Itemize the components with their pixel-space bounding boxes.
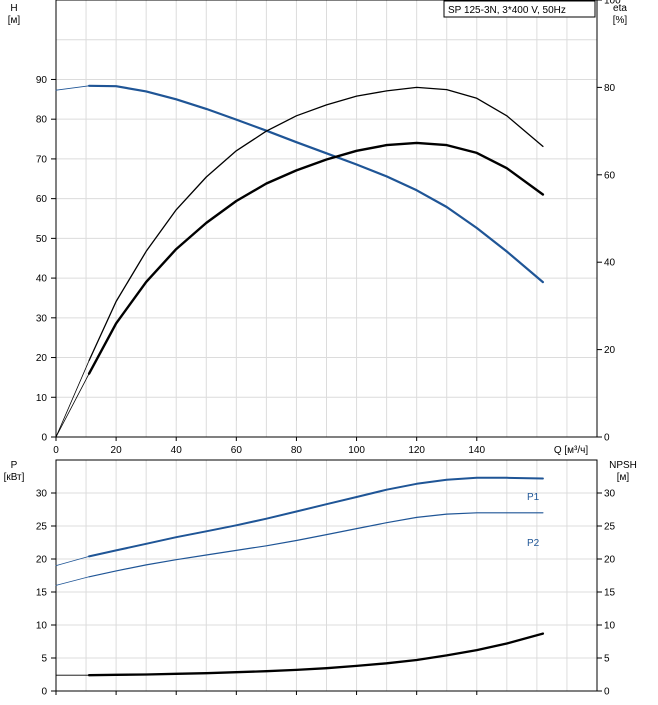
y-axis-right-title: NPSH xyxy=(609,460,637,471)
plot-frame xyxy=(55,0,598,438)
series-extension-p2 xyxy=(55,576,90,586)
y-tick-label-left: 40 xyxy=(36,274,48,285)
x-tick-label: 20 xyxy=(111,445,123,456)
x-tick-label: 0 xyxy=(53,445,59,456)
y-tick-label-right: 0 xyxy=(604,687,610,698)
series-extension-curve-1 xyxy=(55,85,90,91)
y-tick-label-left: 20 xyxy=(36,555,48,566)
series-extension-curve-2 xyxy=(55,360,90,438)
series-line-curve-3 xyxy=(87,632,545,677)
y-tick-label-left: 10 xyxy=(36,393,48,404)
y-tick-label-right: 25 xyxy=(604,522,616,533)
series-line-p1 xyxy=(88,476,544,558)
x-axis-title: Q [м³/ч] xyxy=(554,445,589,456)
power-npsh-panel: 0 5 10 15 20 25 30 0 5 10 15 20 25 30 P [кВт] NPSH [м… xyxy=(4,459,637,698)
y-tick-label-left: 20 xyxy=(36,353,48,364)
y-axis-left-unit: [м] xyxy=(8,15,21,26)
series-extension-curve-3 xyxy=(55,373,90,438)
y-tick-label-right: 80 xyxy=(604,83,616,94)
series-label-p1: P1 xyxy=(527,492,540,503)
y-tick-label-right: 10 xyxy=(604,621,616,632)
y-axis-left-unit: [кВт] xyxy=(4,472,25,483)
series-line-p2 xyxy=(88,512,544,578)
y-tick-label-right: 20 xyxy=(604,345,616,356)
y-tick-label-right: 60 xyxy=(604,170,616,181)
y-axis-right-title: eta xyxy=(613,3,627,14)
y-axis-right-unit: [%] xyxy=(613,15,628,26)
series-line-curve-1 xyxy=(88,84,544,284)
x-tick-label: 60 xyxy=(231,445,243,456)
y-tick-label-left: 30 xyxy=(36,489,48,500)
plot-frame xyxy=(55,459,598,692)
y-tick-label-left: 0 xyxy=(41,433,47,444)
x-tick-label: 120 xyxy=(408,445,425,456)
y-axis-left-title: H xyxy=(10,3,17,14)
y-tick-label-left: 60 xyxy=(36,194,48,205)
series-extension-p1 xyxy=(55,556,90,566)
y-tick-label-right: 30 xyxy=(604,489,616,500)
y-tick-label-left: 90 xyxy=(36,75,48,86)
pump-curve-panel: 0 20 40 60 80 100 120 140 0 10 20 30 40 50 60 70 80 90 0 20… xyxy=(8,0,628,456)
y-tick-label-left: 10 xyxy=(36,621,48,632)
y-axis-left-title: P xyxy=(11,460,18,471)
legend-box: SP 125-3N, 3*400 V, 50Hz xyxy=(443,0,596,18)
y-tick-label-right: 100 xyxy=(604,0,621,7)
x-tick-label: 40 xyxy=(171,445,183,456)
y-tick-label-left: 5 xyxy=(41,654,47,665)
series-label-p2: P2 xyxy=(527,538,540,549)
y-tick-label-right: 0 xyxy=(604,433,610,444)
y-tick-label-left: 70 xyxy=(36,154,48,165)
y-tick-label-right: 15 xyxy=(604,588,616,599)
x-tick-label: 80 xyxy=(291,445,303,456)
series-line-curve-2 xyxy=(88,86,544,362)
legend-text: SP 125-3N, 3*400 V, 50Hz xyxy=(448,5,566,16)
y-tick-label-left: 15 xyxy=(36,588,48,599)
y-tick-label-right: 40 xyxy=(604,258,616,269)
y-tick-label-left: 0 xyxy=(41,687,47,698)
series-line-curve-3 xyxy=(87,141,545,375)
y-tick-label-right: 5 xyxy=(604,654,610,665)
y-tick-label-left: 80 xyxy=(36,115,48,126)
y-tick-label-right: 20 xyxy=(604,555,616,566)
y-axis-right-unit: [м] xyxy=(617,472,630,483)
y-tick-label-left: 30 xyxy=(36,313,48,324)
y-tick-label-left: 25 xyxy=(36,522,48,533)
x-tick-label: 100 xyxy=(348,445,365,456)
x-tick-label: 140 xyxy=(468,445,485,456)
y-tick-label-left: 50 xyxy=(36,234,48,245)
